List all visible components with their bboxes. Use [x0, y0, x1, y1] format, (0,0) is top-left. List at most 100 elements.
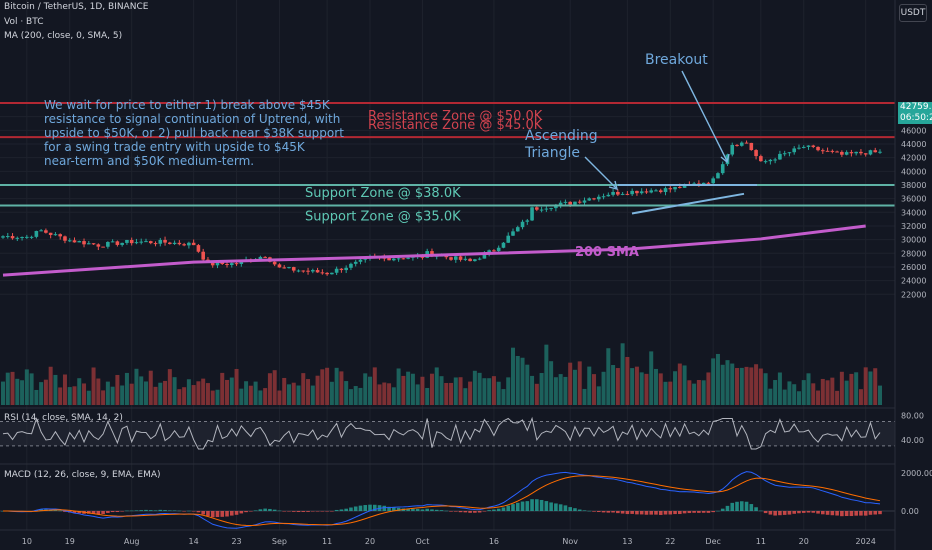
volume-bar [677, 363, 682, 405]
macd-hist-bar [744, 501, 749, 511]
breakout-label: Breakout [645, 52, 708, 68]
macd-hist-bar [520, 501, 525, 511]
candle-body [854, 151, 858, 154]
candle-body [577, 201, 582, 203]
volume-bar [415, 384, 420, 405]
macd-hist-bar [244, 511, 248, 513]
volume-bar [482, 378, 487, 405]
macd-hist-bar [392, 507, 396, 511]
candle-body [749, 142, 754, 151]
macd-hist-bar [168, 510, 172, 511]
candle-body [668, 188, 673, 190]
volume-bar [225, 379, 230, 405]
volume-bar [596, 386, 601, 405]
candle-body [163, 239, 167, 243]
macd-hist-bar [654, 511, 658, 515]
volume-bar [425, 387, 430, 405]
macd-hist-bar [163, 510, 167, 511]
candle-body [801, 146, 806, 148]
macd-hist-bar [825, 511, 830, 515]
price-tick-label: 24000 [901, 277, 926, 286]
volume-bar [272, 370, 277, 405]
macd-hist-bar [849, 511, 854, 517]
volume-bar [382, 382, 387, 405]
volume-bar [491, 376, 496, 405]
candle-body [158, 239, 163, 244]
volume-bar [396, 368, 401, 405]
macd-hist-bar [201, 511, 205, 515]
candle-body [134, 242, 139, 244]
candle-body [768, 159, 773, 162]
macd-hist-bar [720, 508, 725, 511]
macd-hist-bar [425, 508, 430, 511]
macd-hist-bar [592, 511, 596, 512]
price-tick-label: 44000 [901, 140, 926, 149]
volume-bar [67, 387, 72, 405]
macd-hist-bar [220, 511, 225, 517]
macd-hist-bar [487, 510, 491, 511]
candle-body [315, 270, 320, 273]
volume-bar [663, 381, 668, 405]
time-tick-label: 20 [365, 537, 375, 546]
volume-bar [568, 362, 573, 405]
candle-body [816, 146, 820, 151]
candle-body [144, 241, 148, 243]
candle-body [530, 207, 534, 221]
macd-hist-bar [215, 511, 220, 518]
candle-body [763, 161, 768, 163]
volume-bar [811, 383, 816, 405]
candle-body [606, 194, 611, 197]
volume-bar [377, 384, 382, 405]
support-label: Support Zone @ $35.0K [305, 209, 461, 224]
candle-body [1, 236, 5, 238]
candle-body [811, 145, 816, 147]
volume-bar [858, 389, 863, 405]
volume-bar [839, 371, 844, 405]
macd-hist-bar [873, 511, 878, 515]
volume-bar [711, 358, 716, 405]
volume-bar [420, 376, 425, 405]
volume-bar [267, 373, 272, 405]
volume-bar [58, 387, 63, 405]
time-tick-label: 22 [665, 537, 675, 546]
macd-hist-bar [239, 511, 244, 514]
candle-body [515, 227, 520, 232]
macd-hist-bar [282, 511, 287, 512]
volume-bar [167, 369, 172, 405]
volume-bar [496, 381, 501, 405]
volume-bar [692, 383, 697, 405]
volume-bar [868, 371, 873, 405]
volume-bar [453, 377, 458, 405]
macd-hist-bar [291, 511, 296, 512]
volume-bar [644, 373, 649, 405]
macd-hist-bar [477, 511, 482, 513]
candle-body [344, 267, 348, 271]
macd-legend: MACD (12, 26, close, 9, EMA, EMA) [4, 470, 161, 480]
currency-button[interactable]: USDT [899, 4, 927, 22]
candle-body [349, 263, 353, 268]
macd-hist-bar [606, 511, 611, 513]
volume-bar [558, 374, 563, 405]
candle-body [110, 241, 115, 243]
candle-body [215, 262, 220, 266]
macd-hist-bar [816, 511, 820, 514]
volume-bar [387, 383, 392, 405]
candle-body [701, 182, 706, 185]
volume-bar [835, 390, 840, 405]
macd-hist-bar [830, 511, 835, 516]
candle-body [311, 270, 315, 272]
macd-hist-bar [234, 511, 239, 515]
macd-hist-bar [658, 511, 663, 515]
macd-hist-bar [797, 511, 801, 514]
macd-hist-bar [492, 509, 496, 511]
rsi-band [0, 421, 895, 446]
candle-body [210, 262, 215, 266]
candle-body [644, 191, 649, 193]
candle-body [720, 164, 725, 174]
macd-histogram [1, 499, 882, 518]
candle-body [487, 250, 491, 254]
volume-bar [43, 379, 48, 405]
volume-bar [253, 381, 258, 405]
volume-bar [639, 372, 644, 405]
